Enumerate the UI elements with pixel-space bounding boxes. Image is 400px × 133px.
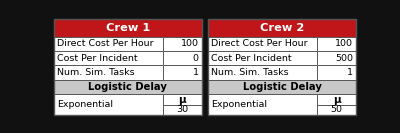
Text: 100: 100 [181,39,199,48]
Text: Direct Cost Per Hour: Direct Cost Per Hour [57,39,154,48]
Bar [54,65,163,80]
Text: 1: 1 [347,68,353,77]
Bar [54,19,202,37]
Text: Direct Cost Per Hour: Direct Cost Per Hour [211,39,308,48]
Text: Num. Sim. Tasks: Num. Sim. Tasks [57,68,134,77]
Text: μ: μ [178,95,186,105]
Text: 30: 30 [176,105,188,115]
Text: 1: 1 [193,68,199,77]
Bar [208,80,356,94]
Bar [54,94,163,115]
Text: Cost Per Incident: Cost Per Incident [211,54,292,63]
Bar [54,19,202,115]
Bar [208,80,356,94]
Bar [317,65,356,80]
Bar [317,65,356,80]
Text: Crew 1: Crew 1 [106,23,150,33]
Bar [208,65,317,80]
Text: Logistic Delay: Logistic Delay [88,82,167,92]
Bar [163,65,202,80]
Bar [54,51,163,65]
Text: Crew 2: Crew 2 [260,23,304,33]
Bar [163,51,202,65]
Bar [163,94,202,115]
Text: 100: 100 [335,39,353,48]
Bar [163,37,202,51]
Text: Cost Per Incident: Cost Per Incident [57,54,138,63]
Text: μ: μ [333,95,340,105]
Text: 500: 500 [335,54,353,63]
Bar [54,37,163,51]
Bar [208,19,356,115]
Bar [317,37,356,51]
Bar [208,19,356,37]
Text: 50: 50 [331,105,343,115]
Bar [317,51,356,65]
Bar [54,80,202,94]
Bar [317,37,356,51]
Bar [54,65,163,80]
Bar [208,37,317,51]
Bar [208,94,317,115]
Bar [317,94,356,115]
Bar [163,65,202,80]
Bar [208,65,317,80]
Bar [208,94,317,115]
Bar [163,94,202,115]
Bar [317,94,356,115]
Text: Exponential: Exponential [211,100,267,109]
Bar [54,80,202,94]
Text: Exponential: Exponential [57,100,113,109]
Bar [54,94,163,115]
Bar [163,37,202,51]
Bar [54,19,202,37]
Text: Num. Sim. Tasks: Num. Sim. Tasks [211,68,289,77]
Bar [163,51,202,65]
Bar [208,37,317,51]
Bar [54,37,163,51]
Text: Logistic Delay: Logistic Delay [243,82,322,92]
Bar [54,51,163,65]
Bar [208,51,317,65]
Bar [208,51,317,65]
Bar [317,51,356,65]
Bar [208,19,356,37]
Text: 0: 0 [193,54,199,63]
